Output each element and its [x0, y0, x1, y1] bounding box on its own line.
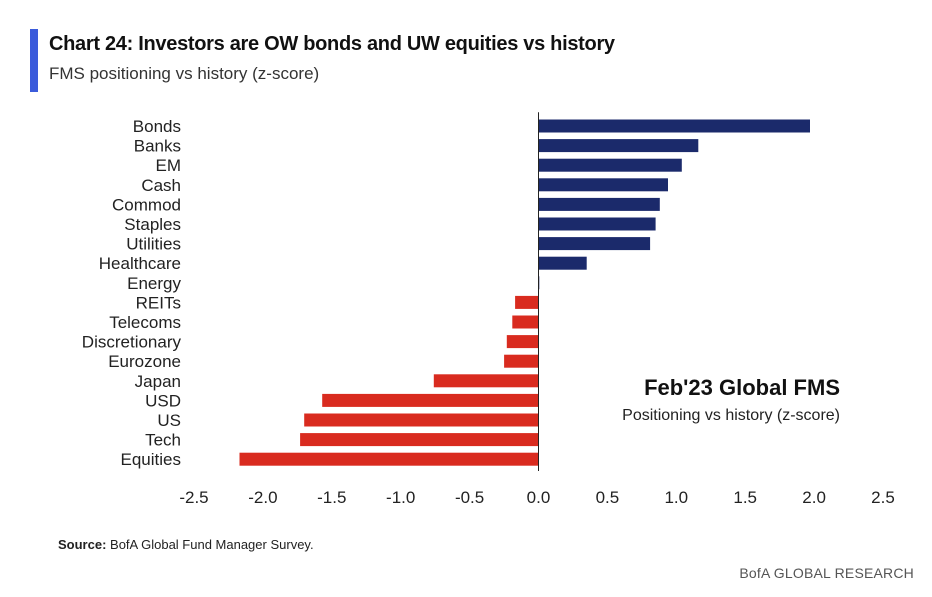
- bar-utilities: [538, 237, 651, 251]
- bar-em: [538, 158, 682, 172]
- category-label: REITs: [136, 293, 181, 312]
- category-label: US: [157, 411, 181, 430]
- bar-cash: [538, 178, 668, 192]
- category-label: Japan: [135, 372, 181, 391]
- title-accent-bar: [30, 29, 38, 92]
- category-label: Energy: [127, 274, 181, 293]
- x-tick-label: 2.0: [802, 488, 826, 507]
- category-label: Staples: [124, 215, 181, 234]
- x-tick-label: 1.5: [733, 488, 757, 507]
- category-label: Bonds: [133, 117, 181, 136]
- chart-subtitle: FMS positioning vs history (z-score): [49, 64, 320, 83]
- bar-banks: [538, 139, 699, 153]
- bar-reits: [515, 295, 539, 309]
- x-tick-label: 1.0: [664, 488, 688, 507]
- source-note: Source: BofA Global Fund Manager Survey.: [58, 537, 314, 552]
- brand-label: BofA GLOBAL RESEARCH: [739, 565, 914, 581]
- bar-equities: [239, 452, 539, 466]
- bar-staples: [538, 217, 656, 231]
- bar-eurozone: [504, 354, 539, 368]
- category-label: Discretionary: [82, 333, 182, 352]
- x-tick-label: 0.0: [527, 488, 551, 507]
- category-label: Healthcare: [99, 254, 181, 273]
- bar-usd: [322, 393, 539, 407]
- annotation-subtitle: Positioning vs history (z-score): [622, 407, 840, 424]
- x-tick-labels: -2.5 -2.0 -1.5 -1.0 -0.5 0.0 0.5 1.0 1.5 2.0 2.5: [179, 488, 894, 507]
- x-tick-label: -0.5: [455, 488, 484, 507]
- category-label: Utilities: [126, 235, 181, 254]
- chart-title: Chart 24: Investors are OW bonds and UW …: [49, 33, 615, 55]
- bars-group: [239, 119, 810, 466]
- x-tick-label: 2.5: [871, 488, 895, 507]
- bar-healthcare: [538, 256, 587, 270]
- annotation-title: Feb'23 Global FMS: [644, 375, 840, 400]
- category-label: Telecoms: [109, 313, 181, 332]
- bar-tech: [300, 433, 539, 447]
- source-label: Source:: [58, 537, 107, 552]
- category-label: EM: [156, 156, 182, 175]
- category-label: Cash: [141, 176, 181, 195]
- category-label: USD: [145, 391, 181, 410]
- category-labels: BondsBanksEMCashCommodStaplesUtilitiesHe…: [82, 117, 182, 469]
- category-label: Tech: [145, 431, 181, 450]
- bar-japan: [433, 374, 539, 388]
- x-tick-label: -1.0: [386, 488, 415, 507]
- bar-bonds: [538, 119, 810, 133]
- category-label: Eurozone: [108, 352, 181, 371]
- x-tick-label: 0.5: [596, 488, 620, 507]
- x-tick-label: -1.5: [317, 488, 346, 507]
- category-label: Banks: [134, 137, 181, 156]
- bar-us: [304, 413, 539, 427]
- x-tick-label: -2.5: [179, 488, 208, 507]
- bar-discretionary: [506, 335, 539, 349]
- bar-chart: BondsBanksEMCashCommodStaplesUtilitiesHe…: [82, 112, 895, 507]
- category-label: Equities: [121, 450, 181, 469]
- bar-telecoms: [512, 315, 539, 329]
- source-text: BofA Global Fund Manager Survey.: [110, 537, 314, 552]
- bar-commod: [538, 197, 660, 211]
- category-label: Commod: [112, 195, 181, 214]
- x-tick-label: -2.0: [248, 488, 277, 507]
